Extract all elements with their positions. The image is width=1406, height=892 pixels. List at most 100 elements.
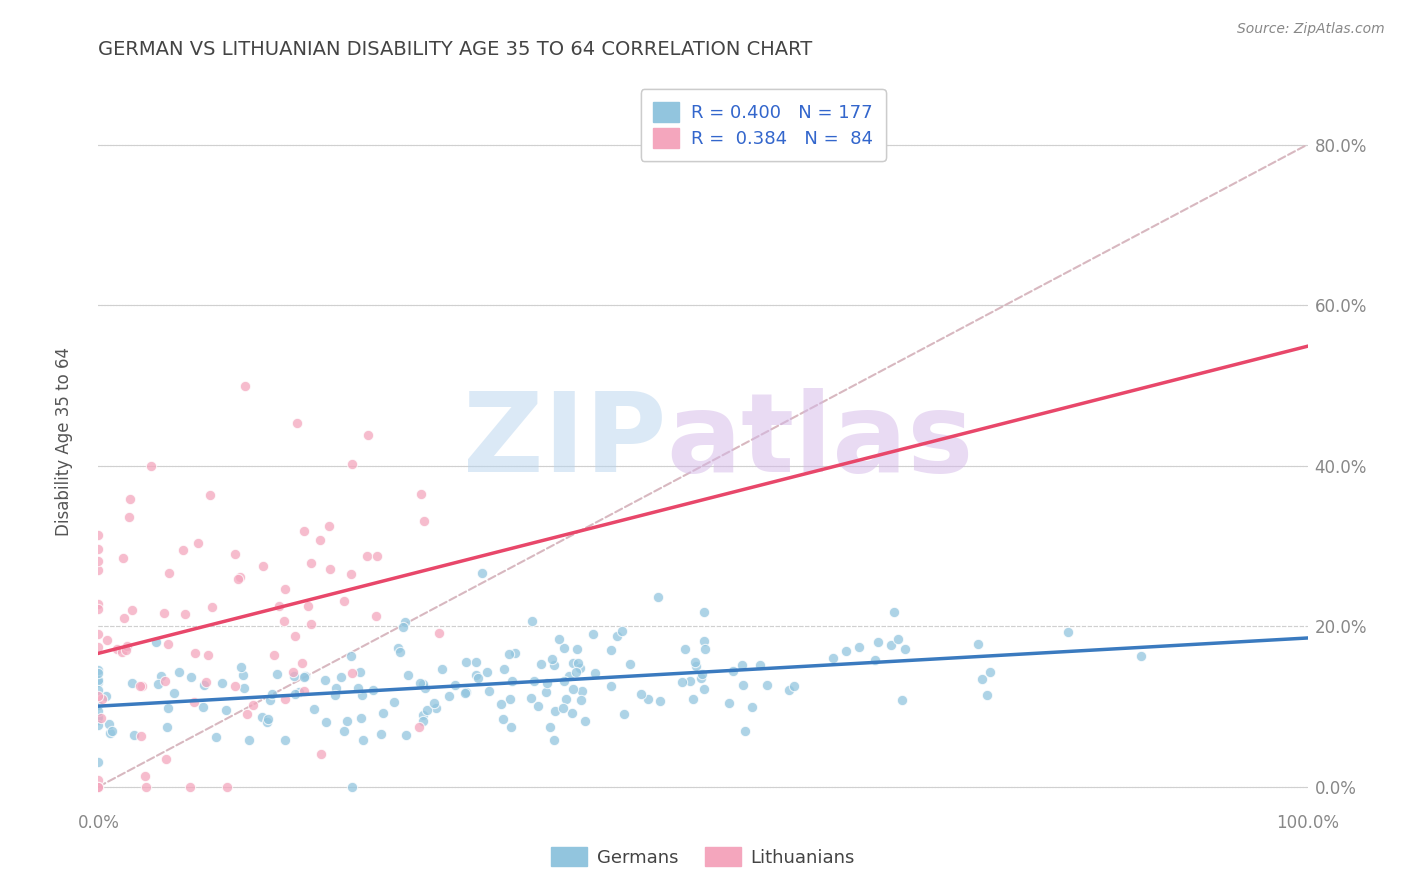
Point	[553, 701, 575, 715]
Point	[526, 698, 548, 713]
Point	[87, 665, 110, 680]
Point	[979, 665, 1001, 680]
Point	[471, 566, 494, 580]
Point	[349, 665, 371, 679]
Point	[492, 712, 515, 726]
Point	[292, 684, 315, 698]
Point	[553, 674, 575, 689]
Point	[647, 590, 669, 604]
Point	[520, 690, 543, 705]
Point	[536, 676, 558, 690]
Point	[538, 720, 561, 734]
Point	[285, 416, 308, 430]
Point	[340, 648, 363, 663]
Point	[284, 687, 307, 701]
Text: GERMAN VS LITHUANIAN DISABILITY AGE 35 TO 64 CORRELATION CHART: GERMAN VS LITHUANIAN DISABILITY AGE 35 T…	[98, 40, 813, 59]
Point	[96, 690, 118, 704]
Point	[886, 632, 908, 647]
Point	[233, 379, 256, 393]
Point	[492, 662, 515, 676]
Point	[183, 695, 205, 709]
Point	[717, 696, 740, 710]
Point	[256, 715, 278, 730]
Point	[582, 626, 605, 640]
Point	[87, 709, 110, 723]
Point	[87, 673, 110, 688]
Point	[464, 667, 486, 681]
Point	[172, 543, 194, 558]
Point	[690, 671, 713, 685]
Point	[523, 673, 546, 688]
Point	[548, 632, 571, 646]
Point	[491, 697, 513, 711]
Point	[299, 616, 322, 631]
Point	[366, 549, 388, 563]
Point	[571, 683, 593, 698]
Point	[890, 693, 912, 707]
Point	[976, 688, 998, 702]
Point	[238, 733, 260, 747]
Point	[543, 657, 565, 672]
Point	[283, 669, 305, 683]
Point	[755, 677, 778, 691]
Point	[340, 457, 363, 471]
Point	[309, 747, 332, 761]
Point	[193, 678, 215, 692]
Point	[87, 527, 110, 541]
Point	[287, 685, 309, 699]
Point	[323, 688, 346, 702]
Point	[224, 547, 246, 561]
Point	[263, 648, 285, 662]
Point	[236, 706, 259, 721]
Point	[340, 666, 363, 681]
Point	[197, 648, 219, 663]
Point	[387, 641, 409, 656]
Point	[600, 679, 623, 693]
Point	[835, 644, 858, 658]
Point	[392, 620, 415, 634]
Point	[87, 714, 110, 728]
Point	[318, 519, 340, 533]
Point	[215, 780, 238, 794]
Point	[363, 683, 385, 698]
Point	[87, 602, 110, 616]
Point	[454, 684, 477, 698]
Point	[274, 582, 297, 596]
Point	[553, 640, 575, 655]
Point	[432, 662, 454, 676]
Point	[87, 717, 110, 731]
Point	[543, 732, 565, 747]
Point	[741, 699, 763, 714]
Point	[894, 641, 917, 656]
Point	[364, 609, 387, 624]
Point	[409, 486, 432, 500]
Point	[370, 727, 392, 741]
Point	[630, 687, 652, 701]
Point	[503, 646, 526, 660]
Point	[619, 657, 641, 672]
Point	[229, 569, 252, 583]
Point	[266, 666, 288, 681]
Point	[118, 492, 141, 507]
Point	[682, 691, 704, 706]
Point	[128, 679, 150, 693]
Point	[499, 692, 522, 706]
Point	[865, 653, 887, 667]
Point	[412, 707, 434, 722]
Point	[454, 686, 477, 700]
Point	[111, 645, 134, 659]
Point	[648, 694, 671, 708]
Point	[883, 605, 905, 619]
Point	[135, 780, 157, 794]
Point	[970, 672, 993, 686]
Point	[498, 648, 520, 662]
Point	[87, 689, 110, 703]
Point	[613, 707, 636, 722]
Point	[157, 637, 180, 651]
Point	[115, 642, 138, 657]
Point	[112, 611, 135, 625]
Point	[565, 665, 588, 679]
Point	[465, 655, 488, 669]
Point	[180, 670, 202, 684]
Point	[215, 703, 238, 717]
